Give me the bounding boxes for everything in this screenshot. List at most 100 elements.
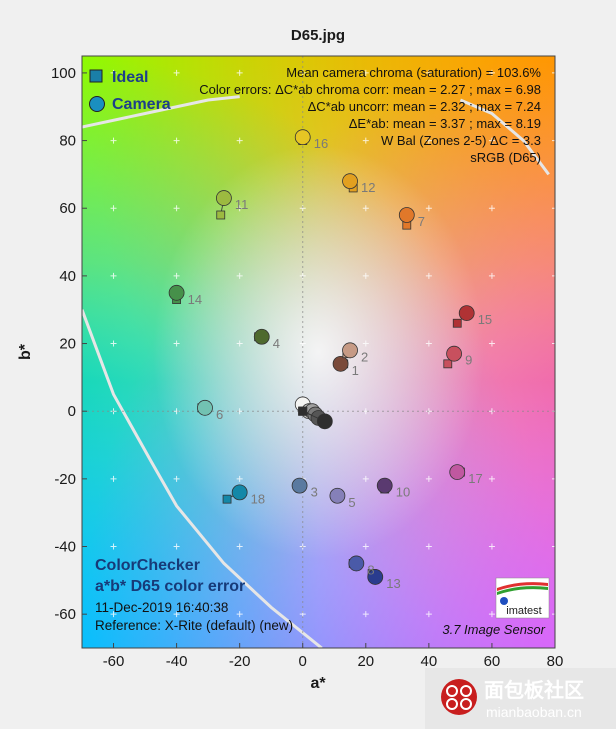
watermark-cn: 面包板社区 bbox=[484, 678, 584, 702]
grid-cross bbox=[110, 69, 117, 76]
grid-cross bbox=[362, 611, 369, 618]
gamut-line-top-right bbox=[459, 98, 550, 176]
caption-title-1: ColorChecker bbox=[95, 557, 200, 574]
watermark-url: mianbaoban.cn bbox=[486, 704, 582, 720]
y-tick-label: 80 bbox=[59, 133, 76, 150]
camera-marker-17 bbox=[449, 464, 466, 480]
patch-label-15: 15 bbox=[478, 312, 492, 327]
caption-date: 11-Dec-2019 16:40:38 bbox=[95, 600, 228, 615]
y-tick-label: -20 bbox=[54, 471, 76, 488]
camera-marker-24 bbox=[316, 413, 333, 430]
grid-cross bbox=[425, 543, 432, 550]
patch-label-4: 4 bbox=[273, 336, 280, 351]
caption-title-2: a*b* D65 color error bbox=[95, 578, 245, 595]
y-tick-label: 20 bbox=[59, 336, 76, 353]
camera-marker-11 bbox=[215, 190, 232, 206]
patch-label-12: 12 bbox=[361, 180, 375, 195]
info-panel: Mean camera chroma (saturation) = 103.6%… bbox=[199, 65, 541, 165]
gamut-line-left bbox=[82, 309, 323, 648]
grid-cross bbox=[236, 137, 243, 144]
ideal-marker-9 bbox=[443, 359, 453, 369]
camera-marker-18 bbox=[231, 484, 248, 501]
patch-label-3: 3 bbox=[311, 485, 318, 500]
grid-cross bbox=[236, 205, 243, 212]
grid-crosses bbox=[110, 69, 555, 618]
patch-label-7: 7 bbox=[418, 214, 425, 229]
ideal-marker-15 bbox=[452, 318, 462, 328]
grid-cross bbox=[173, 205, 180, 212]
legend: Ideal Camera bbox=[89, 69, 171, 113]
grid-cross bbox=[173, 543, 180, 550]
patch-label-9: 9 bbox=[465, 353, 472, 368]
grid-cross bbox=[236, 69, 243, 76]
x-axis-label: a* bbox=[310, 675, 326, 692]
camera-marker-9 bbox=[446, 345, 462, 362]
grid-cross bbox=[488, 137, 495, 144]
data-markers bbox=[168, 129, 475, 585]
grid-cross bbox=[236, 543, 243, 550]
patch-label-14: 14 bbox=[188, 292, 202, 307]
patch-label-8: 8 bbox=[367, 562, 374, 577]
y-tick-label: 60 bbox=[59, 200, 76, 217]
info-line-2: Color errors: ΔC*ab chroma corr: mean = … bbox=[199, 82, 541, 97]
grid-cross bbox=[488, 611, 495, 618]
grid-cross bbox=[488, 340, 495, 347]
grid-cross bbox=[173, 272, 180, 279]
patch-label-10: 10 bbox=[396, 485, 410, 500]
grid-cross bbox=[236, 340, 243, 347]
camera-marker-13 bbox=[367, 569, 384, 585]
grid-cross bbox=[236, 611, 243, 618]
grid-cross bbox=[425, 475, 432, 482]
imatest-logo: imatest bbox=[495, 577, 550, 619]
grid-cross bbox=[173, 340, 180, 347]
gamut-boundary-lines bbox=[82, 95, 550, 648]
grid-cross bbox=[552, 137, 555, 144]
grid-cross bbox=[110, 205, 117, 212]
grid-cross bbox=[110, 543, 117, 550]
patch-label-5: 5 bbox=[348, 495, 355, 510]
grid-cross bbox=[362, 69, 369, 76]
grid-cross bbox=[425, 611, 432, 618]
info-line-6: sRGB (D65) bbox=[470, 150, 541, 165]
legend-camera-circle-icon bbox=[89, 96, 105, 112]
grid-cross bbox=[362, 475, 369, 482]
patch-label-1: 1 bbox=[352, 363, 359, 378]
caption-reference: Reference: X-Rite (default) (new) bbox=[95, 618, 293, 633]
info-line-4: ΔE*ab: mean = 3.37 ; max = 8.19 bbox=[349, 116, 541, 131]
camera-marker-8 bbox=[348, 555, 365, 572]
grid-cross bbox=[488, 205, 495, 212]
logo-text: imatest bbox=[506, 605, 541, 617]
camera-marker-12 bbox=[342, 173, 358, 190]
grid-cross bbox=[488, 475, 495, 482]
camera-marker-7 bbox=[398, 207, 415, 223]
grid-cross bbox=[552, 475, 555, 482]
grid-cross bbox=[362, 340, 369, 347]
grid-cross bbox=[488, 69, 495, 76]
legend-ideal-square-icon bbox=[89, 69, 103, 83]
grid-cross bbox=[362, 205, 369, 212]
grid-cross bbox=[236, 272, 243, 279]
y-axis-ticks: -60 -40 -20 0 20 40 60 80 100 bbox=[51, 65, 87, 623]
grid-cross bbox=[552, 69, 555, 76]
grid-cross bbox=[425, 69, 432, 76]
x-tick-label: 0 bbox=[299, 653, 307, 670]
colorchecker-caption: ColorChecker a*b* D65 color error 11-Dec… bbox=[95, 557, 293, 633]
patch-label-16: 16 bbox=[314, 136, 328, 151]
x-tick-label: -60 bbox=[103, 653, 125, 670]
legend-camera-label: Camera bbox=[112, 96, 171, 113]
camera-marker-14 bbox=[168, 284, 185, 301]
x-tick-label: -20 bbox=[229, 653, 251, 670]
watermark-logo-icon bbox=[441, 679, 477, 715]
info-line-5: W Bal (Zones 2-5) ΔC = 3.3 bbox=[381, 133, 541, 148]
camera-marker-3 bbox=[291, 477, 308, 494]
grid-cross bbox=[488, 272, 495, 279]
grid-cross bbox=[488, 543, 495, 550]
y-axis-label: b* bbox=[17, 343, 34, 360]
grid-cross bbox=[552, 611, 555, 618]
grid-cross bbox=[552, 205, 555, 212]
y-tick-label: 40 bbox=[59, 268, 76, 285]
ideal-marker-11 bbox=[216, 210, 226, 220]
camera-marker-2 bbox=[342, 342, 358, 359]
